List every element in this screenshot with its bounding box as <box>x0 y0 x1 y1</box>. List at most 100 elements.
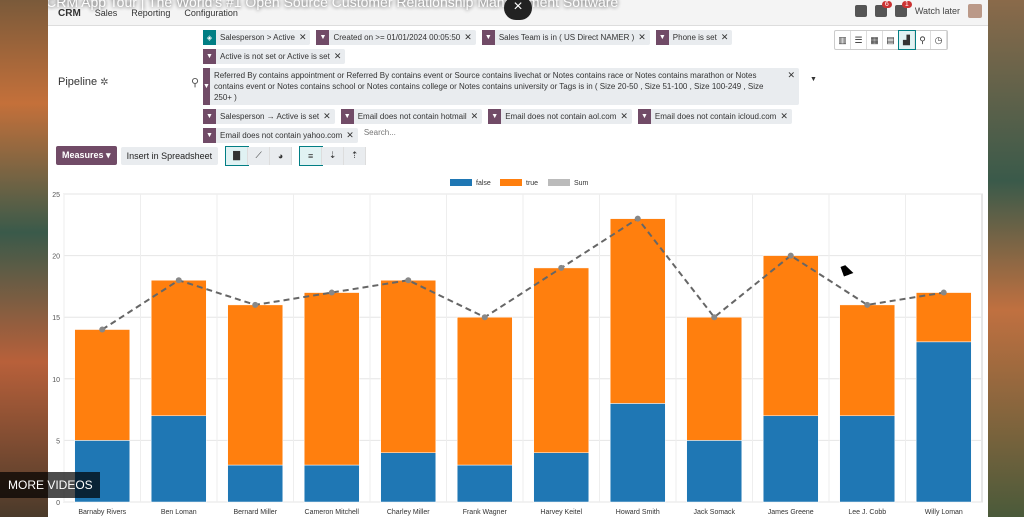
bar-true[interactable] <box>380 279 437 453</box>
view-switcher: ▥ ☰ ▦ ▤ ▟ ⚲ ◷ <box>834 30 948 50</box>
chat-badge: 6 <box>881 1 892 8</box>
sum-point[interactable] <box>252 301 259 308</box>
nav-item-sales[interactable]: Sales <box>94 8 118 18</box>
bar-true[interactable] <box>74 329 131 441</box>
graph-view-icon[interactable]: ▟ <box>898 30 916 50</box>
bar-true[interactable] <box>839 304 896 417</box>
measures-button[interactable]: Measures ▾ <box>56 146 117 165</box>
sum-point[interactable] <box>175 277 182 284</box>
bar-false[interactable] <box>227 464 284 503</box>
bar-false[interactable] <box>686 440 743 503</box>
legend-label-false[interactable]: false <box>476 180 491 187</box>
bar-chart: 0 5 10 15 20 25 Barnaby Rivers Ben Loman Bernard… <box>52 179 983 516</box>
remove-facet-icon[interactable]: ✕ <box>464 32 472 42</box>
chat-icon[interactable]: 6 <box>874 1 892 17</box>
close-icon[interactable]: × <box>504 0 532 20</box>
sort-ascending-icon[interactable]: ⇡ <box>344 146 367 165</box>
bar-true[interactable] <box>456 316 513 466</box>
watch-later-label[interactable]: Watch later <box>914 6 960 16</box>
bar-true[interactable] <box>303 292 360 466</box>
layers-icon: ◈ <box>203 30 216 45</box>
app-name[interactable]: CRM <box>58 8 81 19</box>
sum-point[interactable] <box>864 301 871 308</box>
remove-facet-icon[interactable]: ✕ <box>323 111 331 121</box>
sum-point[interactable] <box>787 252 794 259</box>
stacked-icon[interactable]: ≡ <box>299 145 324 166</box>
filter-facet: ◈ Salesperson > Active ✕ <box>203 30 311 45</box>
chevron-down-icon[interactable]: ▼ <box>810 76 817 83</box>
bar-true[interactable] <box>762 255 819 417</box>
activity-view-icon[interactable]: ◷ <box>931 31 947 49</box>
bar-false[interactable] <box>303 464 360 503</box>
bar-false[interactable] <box>150 415 207 503</box>
x-tick-label: Barnaby Rivers <box>78 509 126 516</box>
filter-facet: ▼ Phone is set ✕ <box>655 30 733 45</box>
filter-facet: ▼ Salesperson → Active is set ✕ <box>203 109 335 124</box>
x-tick-label: Lee J. Cobb <box>848 509 886 516</box>
filter-facet: ▼ Email does not contain hotmail ✕ <box>340 109 483 124</box>
insert-spreadsheet-button[interactable]: Insert in Spreadsheet <box>120 146 219 165</box>
facet-label: Referred By contains appointment or Refe… <box>213 71 764 102</box>
bar-true[interactable] <box>227 304 284 466</box>
phone-icon[interactable] <box>854 5 867 17</box>
odoo-app: CRM Sales Reporting Configuration 6 1 Wa… <box>48 0 988 517</box>
sum-point[interactable] <box>558 264 565 271</box>
pivot-view-icon[interactable]: ▤ <box>883 31 899 49</box>
more-videos-button[interactable]: MORE VIDEOS <box>0 472 100 498</box>
filter-icon: ▼ <box>637 109 651 124</box>
bar-true[interactable] <box>915 292 972 343</box>
remove-facet-icon[interactable]: ✕ <box>720 32 729 42</box>
avatar[interactable] <box>968 4 982 18</box>
bar-chart-icon[interactable]: ▇ <box>225 145 250 166</box>
bar-false[interactable] <box>762 415 819 503</box>
legend-label-true[interactable]: true <box>526 180 538 187</box>
map-view-icon[interactable]: ⚲ <box>915 31 931 49</box>
remove-facet-icon[interactable]: ✕ <box>780 111 788 121</box>
bar-false[interactable] <box>839 415 896 503</box>
nav-item-reporting[interactable]: Reporting <box>131 8 171 18</box>
sum-point[interactable] <box>634 215 641 222</box>
gear-icon[interactable]: ✲ <box>100 77 109 88</box>
calendar-view-icon[interactable]: ▦ <box>867 31 883 49</box>
bar-false[interactable] <box>456 464 513 503</box>
x-tick-label: Frank Wagner <box>463 509 508 516</box>
sum-point[interactable] <box>711 314 718 321</box>
bar-true[interactable] <box>609 218 666 404</box>
remove-facet-icon[interactable]: ✕ <box>620 111 628 121</box>
bar-true[interactable] <box>150 279 207 417</box>
filter-icon: ▼ <box>488 109 502 124</box>
sum-point[interactable] <box>328 289 335 296</box>
bar-false[interactable] <box>380 452 437 503</box>
sum-point[interactable] <box>481 314 488 321</box>
facet-label: Active is not set or Active is set <box>220 52 330 61</box>
bar-false[interactable] <box>609 403 666 503</box>
video-title: Odoo CRM App Tour | The World's #1 Open … <box>48 0 619 10</box>
search-input[interactable] <box>363 128 444 137</box>
systray: 6 1 Watch later <box>854 1 982 18</box>
remove-facet-icon[interactable]: ✕ <box>298 32 307 42</box>
bar-true[interactable] <box>533 267 590 453</box>
filter-icon: ▼ <box>316 30 330 45</box>
sum-point[interactable] <box>940 289 947 296</box>
remove-facet-icon[interactable]: ✕ <box>346 130 354 140</box>
search-facets: ◈ Salesperson > Active ✕ ▼ Created on >= 01/… <box>203 30 819 147</box>
facet-label: Sales Team is in ( US Direct NAMER ) <box>498 33 635 42</box>
sum-point[interactable] <box>99 326 106 333</box>
sum-point[interactable] <box>405 277 412 284</box>
line-chart-icon[interactable]: ⟋ <box>248 146 271 165</box>
kanban-view-icon[interactable]: ▥ <box>835 31 851 49</box>
remove-facet-icon[interactable]: ✕ <box>638 32 646 42</box>
legend-label-Sum[interactable]: Sum <box>574 180 589 187</box>
sort-descending-icon[interactable]: ⇣ <box>322 146 345 165</box>
remove-facet-icon[interactable]: ✕ <box>470 111 479 121</box>
x-tick-label: Harvey Keitel <box>540 509 582 516</box>
bar-false[interactable] <box>915 341 972 503</box>
nav-item-configuration[interactable]: Configuration <box>184 8 238 18</box>
remove-facet-icon[interactable]: ✕ <box>333 51 342 61</box>
bar-true[interactable] <box>686 316 743 441</box>
clock-icon[interactable]: 1 <box>894 1 912 17</box>
bar-false[interactable] <box>533 452 590 503</box>
remove-facet-icon[interactable]: ✕ <box>787 70 795 80</box>
pie-chart-icon[interactable]: ◕ <box>270 146 293 165</box>
list-view-icon[interactable]: ☰ <box>851 31 867 49</box>
